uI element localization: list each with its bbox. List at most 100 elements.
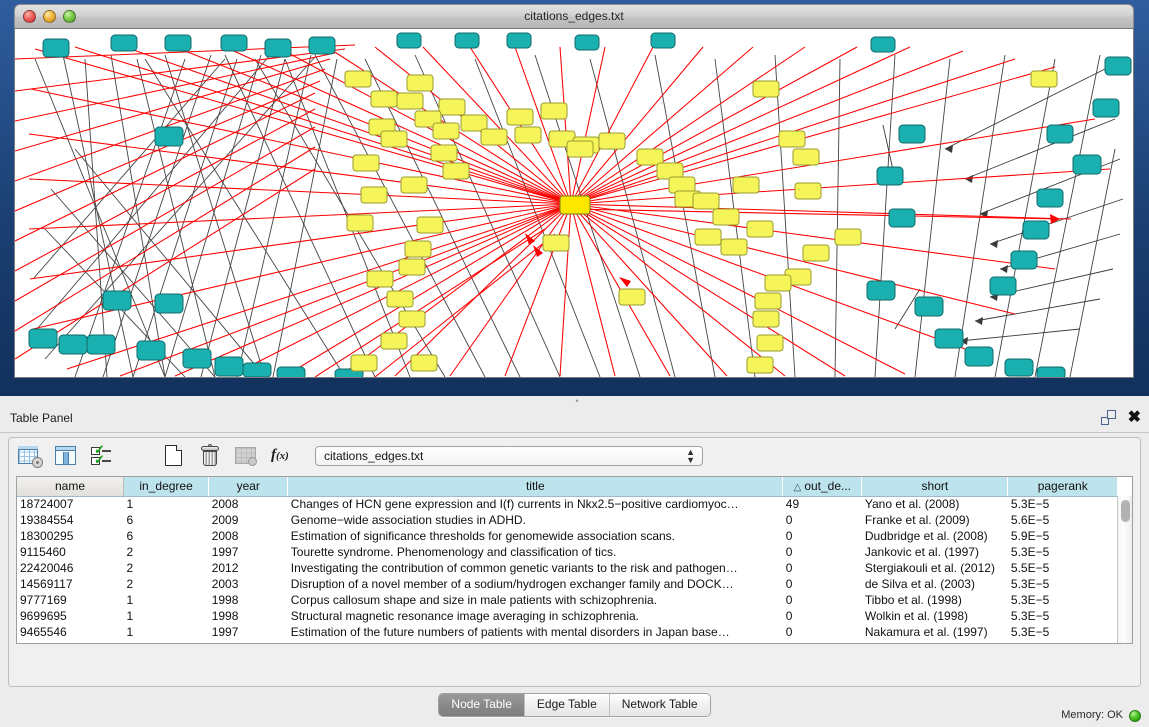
cell-out-degree: 0 — [785, 561, 793, 575]
table-panel-header: Table Panel ✖ — [0, 405, 1149, 433]
cell-short: Jankovic et al. (1997) — [864, 545, 979, 559]
cell-name: 19384554 — [20, 513, 74, 527]
node-table[interactable]: name in_degree year title △ out_de... sho… — [16, 476, 1133, 644]
cell-in-degree: 6 — [126, 513, 134, 527]
cell-short: Hescheler et al. (1997) — [862, 640, 1008, 643]
table-select-value: citations_edges.txt — [324, 449, 424, 463]
table-row[interactable]: 9463627 1 1997 Embryonic stem cells: a m… — [17, 640, 1118, 643]
table-panel-header-actions[interactable]: ✖ — [1100, 408, 1141, 426]
cell-name: 14569117 — [20, 577, 73, 591]
tab-edge-table[interactable]: Edge Table — [524, 694, 610, 716]
delete-table-icon[interactable] — [197, 444, 223, 468]
cell-in-degree: 1 — [126, 625, 134, 639]
cell-year: 1997 — [209, 640, 288, 643]
cell-pagerank: 5.3E−5 — [1010, 593, 1050, 607]
float-panel-icon[interactable] — [1100, 410, 1116, 425]
table-select[interactable]: citations_edges.txt ▲ ▼ — [315, 446, 703, 466]
cell-year: 2012 — [211, 561, 239, 575]
splitter[interactable] — [0, 396, 1149, 405]
table-row[interactable]: 18724007 1 2008 Changes of HCN gene expr… — [17, 496, 1118, 512]
cell-short: Wolkin et al. (1998) — [864, 609, 969, 623]
cell-year: 2008 — [211, 497, 239, 512]
table-settings-icon[interactable] — [17, 444, 43, 468]
cell-title: Corpus callosum shape and size in male p… — [290, 593, 657, 607]
cell-title: Estimation of significance thresholds fo… — [290, 529, 675, 543]
table-toolbar[interactable]: ✓ ✓ f(x) citation — [9, 438, 1140, 474]
cell-name: 9699695 — [20, 609, 67, 623]
scrollbar-thumb[interactable] — [1121, 500, 1130, 522]
table-row[interactable]: 14569117 2 2003 Disruption of a novel me… — [17, 576, 1118, 592]
network-canvas[interactable] — [14, 28, 1134, 378]
cell-out-degree: 0 — [783, 640, 862, 643]
cell-title: Estimation of the future numbers of pati… — [290, 625, 730, 639]
table-tabs[interactable]: Node Table Edge Table Network Table — [0, 693, 1149, 717]
select-all-icon[interactable]: ✓ ✓ — [89, 443, 115, 468]
table-row[interactable]: 9777169 1 1998 Corpus callosum shape and… — [17, 592, 1118, 608]
table-row[interactable]: 18300295 6 2008 Estimation of significan… — [17, 528, 1118, 544]
table-panel-title: Table Panel — [10, 411, 73, 425]
table-row[interactable]: 9465546 1 1997 Estimation of the future … — [17, 624, 1118, 640]
close-icon[interactable]: ✖ — [1127, 408, 1141, 426]
cell-pagerank: 5.9E−5 — [1010, 529, 1050, 543]
cell-out-degree: 0 — [785, 577, 793, 591]
cell-name: 9777169 — [20, 593, 67, 607]
tab-node-table[interactable]: Node Table — [439, 694, 525, 716]
cell-title: Investigating the contribution of common… — [290, 561, 738, 575]
table-vertical-scrollbar[interactable] — [1117, 496, 1132, 643]
node-table-body: 18724007 1 2008 Changes of HCN gene expr… — [17, 496, 1118, 643]
window-controls[interactable] — [23, 10, 76, 23]
cell-title: Tourette syndrome. Phenomenology and cla… — [290, 545, 617, 559]
network-view-window: citations_edges.txt — [0, 0, 1149, 400]
cell-year: 2008 — [211, 529, 239, 543]
memory-status-label: Memory: OK — [1061, 709, 1123, 721]
cell-pagerank: 5.3E−5 — [1010, 545, 1050, 559]
table-row[interactable]: 9115460 2 1997 Tourette syndrome. Phenom… — [17, 544, 1118, 560]
cell-pagerank: 5.3E−5 — [1008, 640, 1118, 643]
cell-year: 2003 — [211, 577, 239, 591]
cell-short: Franke et al. (2009) — [864, 513, 970, 527]
cell-year: 1998 — [211, 593, 239, 607]
cell-in-degree: 1 — [126, 593, 134, 607]
export-table-icon[interactable] — [233, 444, 259, 468]
cell-year: 1997 — [211, 625, 239, 639]
hub-node[interactable] — [559, 195, 591, 215]
select-column-icon[interactable] — [53, 444, 79, 468]
cell-pagerank: 5.3E−5 — [1010, 609, 1050, 623]
zoom-button[interactable] — [63, 10, 76, 23]
cell-pagerank: 5.3E−5 — [1010, 577, 1050, 591]
close-button[interactable] — [23, 10, 36, 23]
cell-out-degree: 0 — [785, 625, 793, 639]
column-header-title[interactable]: title — [287, 477, 784, 497]
splitter-grip-icon: • — [575, 396, 579, 406]
memory-status-indicator[interactable] — [1129, 710, 1141, 722]
column-header-name[interactable]: name — [17, 477, 124, 497]
tab-network-table[interactable]: Network Table — [609, 694, 710, 716]
cell-year: 1998 — [211, 609, 239, 623]
network-graph-svg[interactable] — [15, 29, 1133, 377]
cell-year: 1997 — [211, 545, 239, 559]
new-table-icon[interactable] — [161, 444, 187, 468]
chevron-updown-icon: ▲ ▼ — [686, 447, 695, 465]
cell-name: 9115460 — [20, 545, 66, 559]
cell-pagerank: 5.6E−5 — [1010, 513, 1050, 527]
column-header-short[interactable]: short — [861, 477, 1009, 497]
cell-pagerank: 5.5E−5 — [1010, 561, 1050, 575]
window-titlebar[interactable]: citations_edges.txt — [14, 4, 1134, 28]
cell-in-degree: 1 — [126, 609, 134, 623]
column-header-in-degree[interactable]: in_degree — [123, 477, 210, 497]
minimize-button[interactable] — [43, 10, 56, 23]
cell-out-degree: 0 — [785, 529, 793, 543]
cell-out-degree: 49 — [785, 497, 800, 512]
table-row[interactable]: 19384554 6 2009 Genome−wide association … — [17, 512, 1118, 528]
column-header-pagerank[interactable]: pagerank — [1007, 477, 1118, 497]
function-builder-icon[interactable]: f(x) — [271, 447, 289, 463]
cell-short: Stergiakouli et al. (2012) — [864, 561, 995, 575]
table-row[interactable]: 9699695 1 1998 Structural magnetic reson… — [17, 608, 1118, 624]
toggle-rows-icon[interactable] — [125, 444, 151, 468]
column-header-out-degree[interactable]: △ out_de... — [782, 477, 863, 497]
table-row[interactable]: 22420046 2 2012 Investigating the contri… — [17, 560, 1118, 576]
cell-title: Genome−wide association studies in ADHD. — [290, 513, 526, 527]
cell-short: Nakamura et al. (1997) — [864, 625, 988, 639]
cell-out-degree: 0 — [785, 545, 793, 559]
column-header-year[interactable]: year — [208, 477, 289, 497]
